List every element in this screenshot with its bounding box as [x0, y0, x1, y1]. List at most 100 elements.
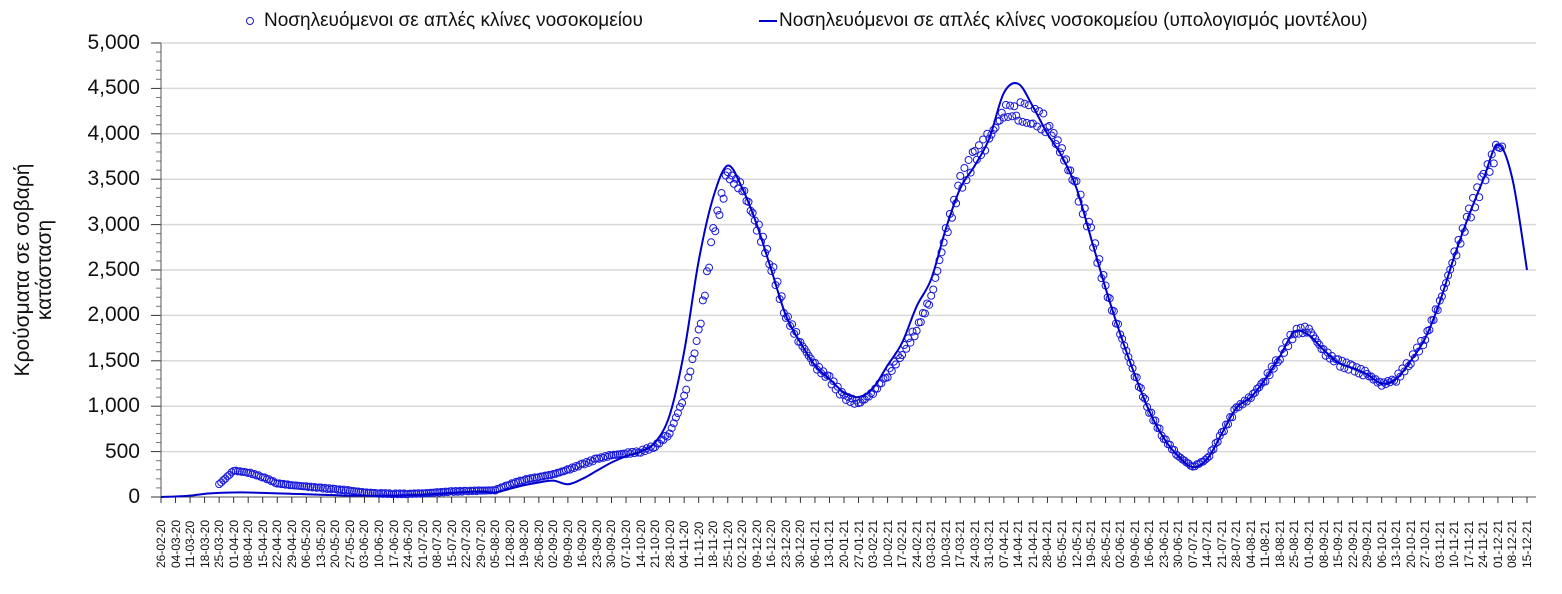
x-tick-label: 03-03-21: [924, 519, 939, 568]
x-tick-label: 29-04-20: [284, 519, 299, 568]
x-tick-label: 17-02-21: [895, 519, 910, 568]
x-tick-label: 20-10-21: [1403, 519, 1418, 568]
x-tick-label: 30-09-20: [604, 519, 619, 568]
observed-data-point: [977, 151, 986, 160]
x-tick-label: 09-09-20: [560, 519, 575, 568]
observed-data-point: [744, 197, 753, 206]
y-tick-label: 500: [104, 439, 140, 463]
x-tick-label: 15-04-20: [255, 519, 270, 568]
observed-data-point: [690, 349, 699, 358]
x-tick-label: 17-06-20: [386, 519, 401, 568]
observed-data-point: [321, 483, 330, 492]
x-tick-label: 24-02-21: [909, 519, 924, 568]
observed-data-point: [1248, 389, 1257, 398]
observed-data-point: [1124, 352, 1133, 361]
observed-data-point: [979, 135, 988, 144]
observed-data-point: [719, 194, 728, 203]
x-tick-label: 01-04-20: [226, 519, 241, 568]
observed-data-point: [923, 299, 932, 308]
x-tick-label: 16-12-20: [764, 519, 779, 568]
observed-data-point: [835, 390, 844, 399]
observed-data-point: [682, 385, 691, 394]
observed-data-point: [1126, 358, 1135, 367]
observed-data-point: [883, 373, 892, 382]
observed-data-point: [985, 134, 994, 143]
observed-data-point: [1292, 324, 1301, 333]
observed-data-point: [314, 483, 323, 492]
x-tick-label: 30-06-21: [1171, 519, 1186, 568]
observed-data-point: [833, 382, 842, 391]
observed-data-point: [1317, 345, 1326, 354]
observed-data-point: [902, 344, 911, 353]
x-tick-label: 22-07-20: [459, 519, 474, 568]
observed-data-point: [796, 338, 805, 347]
observed-data-point: [215, 480, 224, 489]
observed-data-point: [480, 486, 489, 495]
x-tick-label: 03-06-20: [357, 519, 372, 568]
observed-data-point: [698, 296, 707, 305]
observed-data-point: [669, 419, 678, 428]
x-tick-label: 10-02-21: [880, 519, 895, 568]
observed-data-point: [684, 373, 693, 382]
observed-data-point: [580, 460, 589, 469]
observed-data-point: [956, 172, 965, 181]
observed-data-point: [964, 155, 973, 164]
observed-data-point: [1205, 452, 1214, 461]
observed-data-point: [856, 398, 865, 407]
x-tick-label: 23-12-20: [778, 519, 793, 568]
observed-data-point: [937, 248, 946, 257]
observed-data-point: [705, 263, 714, 272]
observed-data-point: [1060, 156, 1069, 165]
observed-data-point: [1055, 148, 1064, 157]
observed-data-point: [1018, 117, 1027, 126]
x-tick-label: 29-09-21: [1360, 519, 1375, 568]
observed-data-point: [1022, 118, 1031, 127]
y-tick-label: 0: [128, 485, 140, 508]
observed-data-point: [1057, 144, 1066, 153]
observed-data-point: [613, 450, 622, 459]
x-tick-label: 08-12-21: [1505, 519, 1520, 568]
observed-data-point: [667, 424, 676, 433]
observed-data-point: [246, 468, 255, 477]
x-tick-label: 04-11-20: [677, 520, 692, 568]
observed-data-point: [541, 471, 550, 480]
x-tick-label: 03-02-21: [866, 519, 881, 568]
observed-data-point: [1161, 435, 1170, 444]
observed-data-point: [1095, 255, 1104, 264]
x-tick-label: 21-10-20: [648, 519, 663, 568]
x-tick-label: 14-04-21: [1011, 519, 1026, 568]
observed-data-point: [1010, 102, 1019, 111]
observed-data-point: [966, 168, 975, 177]
observed-data-point: [920, 309, 929, 318]
observed-data-point: [1014, 116, 1023, 125]
x-tick-label: 28-07-21: [1229, 519, 1244, 568]
x-tick-label: 15-12-21: [1520, 519, 1534, 568]
observed-data-point: [584, 458, 593, 467]
observed-data-point: [491, 486, 500, 495]
observed-data-point: [665, 429, 674, 438]
observed-data-point: [715, 211, 724, 220]
y-tick-label: 3,000: [87, 212, 140, 236]
legend-item-model: Νοσηλευόμενοι σε απλές κλίνες νοσοκομείο…: [759, 10, 1368, 32]
x-tick-label: 17-11-21: [1461, 520, 1476, 568]
observed-data-point: [1149, 416, 1158, 425]
x-tick-label: 30-12-20: [793, 519, 808, 568]
y-axis-tick-labels: 0 500 1,000 1,500 2,000 2,500 3,000 3,500 4,000 4…: [60, 0, 140, 594]
observed-data-point: [422, 488, 431, 497]
observed-data-point: [891, 360, 900, 369]
x-tick-label: 12-05-21: [1069, 519, 1084, 568]
x-tick-label: 18-03-20: [197, 519, 212, 568]
observed-data-point: [717, 189, 726, 198]
legend-label-model: Νοσηλευόμενοι σε απλές κλίνες νοσοκομείο…: [779, 10, 1368, 31]
observed-data-point: [528, 474, 537, 483]
observed-data-point: [1120, 341, 1129, 350]
x-tick-label: 21-04-21: [1025, 519, 1040, 568]
observed-data-point: [1246, 393, 1255, 402]
observed-data-point: [806, 354, 815, 363]
x-tick-label: 10-03-21: [938, 519, 953, 568]
observed-data-point: [821, 372, 830, 381]
observed-data-point: [1080, 204, 1089, 213]
x-tick-label: 16-06-21: [1142, 519, 1157, 568]
observed-data-point: [686, 367, 695, 376]
y-tick-label: 1,000: [87, 394, 140, 418]
